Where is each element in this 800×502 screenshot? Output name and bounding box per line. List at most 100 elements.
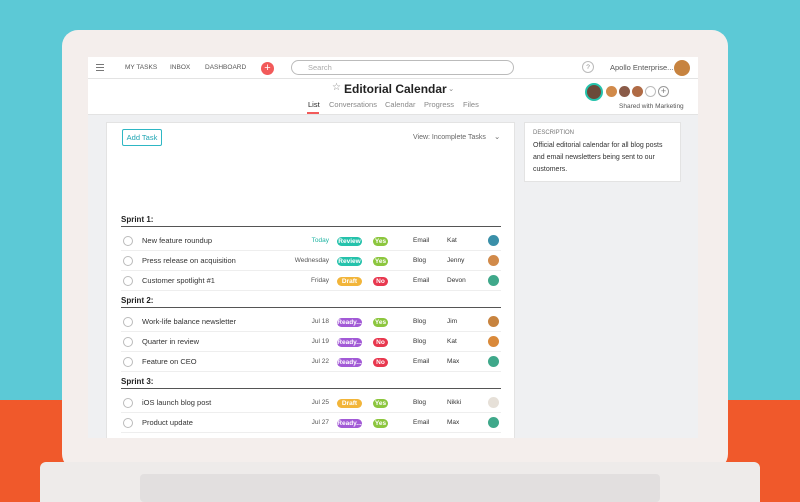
status-pill: Ready...	[337, 358, 362, 367]
owner: Devon	[447, 277, 466, 284]
owner-avatar	[488, 397, 499, 408]
owner: Kat	[447, 338, 457, 345]
section-rule	[121, 388, 501, 389]
row-rule	[121, 270, 501, 271]
org-name[interactable]: Apollo Enterprise...	[610, 63, 674, 72]
task-name[interactable]: New feature roundup	[142, 236, 213, 245]
owner: Kat	[447, 237, 457, 244]
row-rule	[121, 432, 501, 433]
owner: Max	[447, 419, 460, 426]
due-date: Jul 27	[311, 419, 329, 426]
screen: MY TASKS INBOX DASHBOARD + Search ? Apol…	[88, 57, 698, 438]
owner: Jenny	[447, 257, 465, 264]
task-check[interactable]	[123, 418, 133, 428]
task-check[interactable]	[123, 337, 133, 347]
search-box[interactable]: Search	[291, 60, 514, 75]
task-name[interactable]: Customer spotlight #1	[142, 276, 215, 285]
task-check[interactable]	[123, 357, 133, 367]
task-check[interactable]	[123, 256, 133, 266]
tab[interactable]: Progress	[424, 100, 455, 109]
menu-icon[interactable]	[96, 64, 104, 71]
avatar	[606, 86, 617, 97]
task-name[interactable]: Quarter in review	[142, 337, 200, 346]
approval-pill: No	[373, 277, 388, 286]
due-date: Jul 25	[311, 399, 329, 406]
owner: Max	[447, 358, 460, 365]
section-title: Sprint 2:	[121, 296, 154, 305]
status-pill: Review	[337, 237, 362, 246]
avatar	[645, 86, 656, 97]
task-check[interactable]	[123, 317, 133, 327]
approval-pill: Yes	[373, 399, 388, 408]
due-date: Jul 22	[311, 358, 329, 365]
status-pill: Ready...	[337, 318, 362, 327]
row-rule	[121, 290, 501, 291]
task-name[interactable]: iOS launch blog post	[142, 398, 212, 407]
status-pill: Draft	[337, 277, 362, 286]
view-selector[interactable]: View: Incomplete Tasks	[413, 134, 486, 141]
section-rule	[121, 226, 501, 227]
help-button[interactable]: ?	[582, 61, 594, 73]
channel: Blog	[413, 318, 427, 325]
task-list-panel: Add Task View: Incomplete Tasks ⌄ Sprint…	[106, 122, 515, 438]
due-date: Jul 19	[311, 338, 329, 345]
owner-avatar	[488, 235, 499, 246]
section-title: Sprint 1:	[121, 215, 154, 224]
view-caret[interactable]: ⌄	[494, 132, 501, 141]
add-task-button[interactable]: Add Task	[122, 129, 162, 146]
shared-label: Shared with Marketing	[619, 103, 684, 110]
owner-avatar	[488, 356, 499, 367]
due-date: Wednesday	[294, 257, 329, 264]
tab[interactable]: Calendar	[385, 100, 416, 109]
row-rule	[121, 351, 501, 352]
tab[interactable]: Files	[463, 100, 479, 109]
owner: Jim	[447, 318, 458, 325]
add-member[interactable]: +	[658, 86, 669, 97]
nav-item[interactable]: DASHBOARD	[205, 64, 247, 71]
project-title: Editorial Calendar	[344, 82, 447, 96]
task-name[interactable]: Product update	[142, 418, 193, 427]
star-icon[interactable]: ☆	[332, 82, 341, 93]
status-pill: Ready...	[337, 419, 362, 428]
active-tab-underline	[307, 112, 319, 114]
avatar	[632, 86, 643, 97]
row-rule	[121, 331, 501, 332]
approval-pill: No	[373, 338, 388, 347]
tab[interactable]: List	[308, 100, 320, 109]
task-name[interactable]: Press release on acquisition	[142, 256, 236, 265]
nav-item[interactable]: INBOX	[170, 64, 191, 71]
add-button[interactable]: +	[261, 62, 274, 75]
task-name[interactable]: Feature on CEO	[142, 357, 197, 366]
task-check[interactable]	[123, 398, 133, 408]
channel: Blog	[413, 399, 427, 406]
description-panel: DESCRIPTION Official editorial calendar …	[524, 122, 681, 182]
task-check[interactable]	[123, 236, 133, 246]
status-pill: Review	[337, 257, 362, 266]
channel: Email	[413, 277, 430, 284]
caret[interactable]: ⌄	[448, 84, 455, 93]
approval-pill: Yes	[373, 237, 388, 246]
channel: Blog	[413, 257, 427, 264]
member-avatars: +	[585, 83, 680, 101]
task-check[interactable]	[123, 276, 133, 286]
description-label: DESCRIPTION	[533, 130, 575, 136]
status-pill: Draft	[337, 399, 362, 408]
owner-avatar	[488, 316, 499, 327]
row-rule	[121, 250, 501, 251]
channel: Email	[413, 419, 430, 426]
channel: Email	[413, 237, 430, 244]
tab[interactable]: Conversations	[329, 100, 377, 109]
section-title: Sprint 3:	[121, 377, 154, 386]
row-rule	[121, 412, 501, 413]
channel: Email	[413, 358, 430, 365]
task-name[interactable]: Work-life balance newsletter	[142, 317, 237, 326]
nav-item[interactable]: MY TASKS	[125, 64, 158, 71]
approval-pill: Yes	[373, 318, 388, 327]
due-date: Friday	[310, 277, 329, 284]
topbar: MY TASKS INBOX DASHBOARD + Search ? Apol…	[88, 57, 698, 79]
approval-pill: Yes	[373, 257, 388, 266]
user-avatar[interactable]	[674, 60, 690, 76]
avatar	[585, 83, 603, 101]
description-text: Official editorial calendar for all blog…	[533, 142, 663, 173]
due-date: Today	[311, 237, 329, 244]
